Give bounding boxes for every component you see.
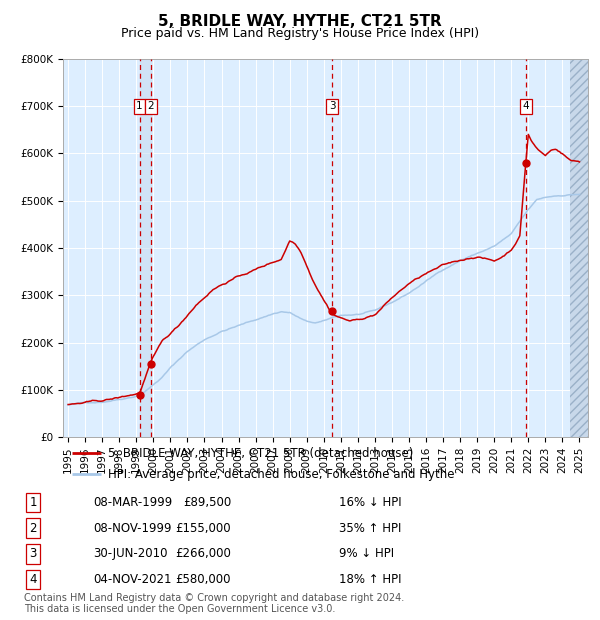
- Text: HPI: Average price, detached house, Folkestone and Hythe: HPI: Average price, detached house, Folk…: [108, 468, 454, 481]
- Text: 04-NOV-2021: 04-NOV-2021: [93, 573, 172, 586]
- Text: £580,000: £580,000: [176, 573, 231, 586]
- Text: £89,500: £89,500: [183, 496, 231, 509]
- Text: 1: 1: [29, 496, 37, 509]
- Text: £155,000: £155,000: [175, 521, 231, 534]
- Text: 5, BRIDLE WAY, HYTHE, CT21 5TR (detached house): 5, BRIDLE WAY, HYTHE, CT21 5TR (detached…: [108, 447, 413, 459]
- Text: 35% ↑ HPI: 35% ↑ HPI: [339, 521, 401, 534]
- Text: This data is licensed under the Open Government Licence v3.0.: This data is licensed under the Open Gov…: [24, 604, 335, 614]
- Text: Price paid vs. HM Land Registry's House Price Index (HPI): Price paid vs. HM Land Registry's House …: [121, 27, 479, 40]
- Text: 30-JUN-2010: 30-JUN-2010: [93, 547, 167, 560]
- Text: Contains HM Land Registry data © Crown copyright and database right 2024.: Contains HM Land Registry data © Crown c…: [24, 593, 404, 603]
- Bar: [569, 59, 588, 437]
- Text: 2: 2: [148, 101, 154, 111]
- Text: 3: 3: [29, 547, 37, 560]
- Bar: [140, 59, 151, 437]
- Text: 4: 4: [523, 101, 529, 111]
- Text: 08-NOV-1999: 08-NOV-1999: [93, 521, 172, 534]
- Text: 5, BRIDLE WAY, HYTHE, CT21 5TR: 5, BRIDLE WAY, HYTHE, CT21 5TR: [158, 14, 442, 29]
- Text: 1: 1: [136, 101, 143, 111]
- Text: 4: 4: [29, 573, 37, 586]
- Text: 3: 3: [329, 101, 335, 111]
- Text: 08-MAR-1999: 08-MAR-1999: [93, 496, 172, 509]
- Text: 9% ↓ HPI: 9% ↓ HPI: [339, 547, 394, 560]
- Text: 18% ↑ HPI: 18% ↑ HPI: [339, 573, 401, 586]
- Text: 16% ↓ HPI: 16% ↓ HPI: [339, 496, 401, 509]
- Text: 2: 2: [29, 521, 37, 534]
- Text: £266,000: £266,000: [175, 547, 231, 560]
